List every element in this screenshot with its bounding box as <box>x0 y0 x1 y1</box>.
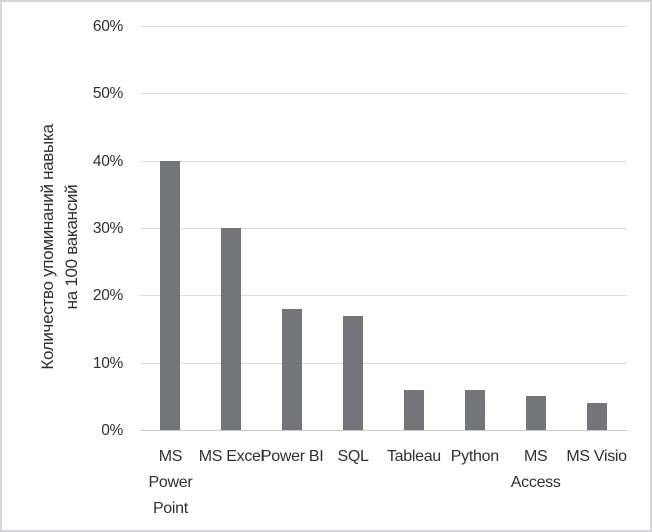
x-axis-category-label-line: Python <box>450 448 499 465</box>
x-axis-category-label-line: Point <box>152 500 188 517</box>
x-axis-category-label-line: Tableau <box>386 448 441 465</box>
y-tick-label-30pct: 30% <box>92 220 123 237</box>
y-tick-label-10pct: 10% <box>92 354 123 372</box>
bar-ms-access <box>525 396 546 430</box>
x-axis-category-label-line: MS <box>158 448 183 465</box>
x-axis-category-label-line: Power BI <box>260 448 324 465</box>
x-axis-category-label-ms-access: MS Access <box>494 444 578 496</box>
x-axis-category-label-ms-excel: MS Excel <box>189 444 273 470</box>
gridline-60pct <box>140 26 627 27</box>
x-axis-category-label-line: Power <box>148 474 193 491</box>
x-axis-category-label-line: MS Excel <box>198 448 264 465</box>
y-tick-label-40pct: 40% <box>92 152 123 170</box>
y-tick-label-50pct: 50% <box>92 85 123 103</box>
x-axis-category-label-line: Access <box>510 474 561 491</box>
y-tick-label-20pct: 20% <box>92 287 123 305</box>
bar-ms-power-point <box>160 160 181 430</box>
gridline-40pct <box>140 160 627 162</box>
y-tick-label-0pct: 0% <box>101 422 123 439</box>
x-axis-category-label-ms-power-point: MS Power Point <box>128 444 212 522</box>
x-axis-line <box>140 430 627 431</box>
gridline-50pct <box>140 93 627 95</box>
bar-python <box>464 389 485 430</box>
x-axis-category-label-sql: SQL <box>311 444 395 470</box>
x-axis-category-label-python: Python <box>433 444 517 470</box>
bar-sql <box>343 315 364 430</box>
gridline-30pct <box>140 228 627 229</box>
x-axis-category-label-tableau: Tableau <box>372 444 456 470</box>
plot-area <box>140 26 627 431</box>
bar-ms-excel <box>221 228 242 430</box>
bar-ms-visio <box>586 403 607 430</box>
x-axis-category-label-power-bi: Power BI <box>250 444 334 470</box>
x-axis-category-label-line: MS Visio <box>566 448 627 465</box>
x-axis-category-label-line: MS <box>523 448 548 465</box>
y-tick-label-60pct: 60% <box>92 18 123 35</box>
x-axis-category-label-ms-visio: MS Visio <box>555 444 639 470</box>
bar-tableau <box>403 389 424 430</box>
y-axis-title-line-1: Количество упоминаний навыка <box>38 124 57 370</box>
bar-power-bi <box>282 308 303 430</box>
gridline-10pct <box>140 362 627 364</box>
x-axis-category-label-line: SQL <box>337 448 369 465</box>
gridline-20pct <box>140 295 627 297</box>
